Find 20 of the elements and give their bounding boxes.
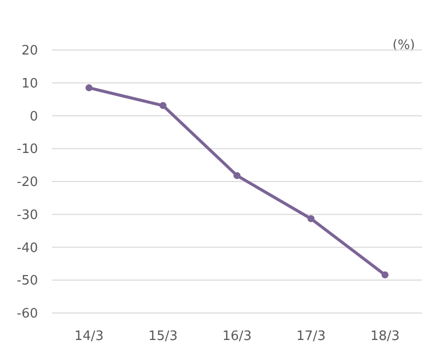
y-tick-label: -50 <box>16 274 38 289</box>
x-tick-label: 15/3 <box>148 329 178 344</box>
x-tick-label: 14/3 <box>74 329 104 344</box>
y-tick-label: -30 <box>16 208 38 223</box>
y-tick-label: 20 <box>21 44 38 59</box>
y-tick-label: -60 <box>16 306 38 322</box>
x-tick-label: 16/3 <box>222 329 252 344</box>
x-tick-label: 17/3 <box>296 329 326 344</box>
point <box>308 215 314 222</box>
y-tick-label: 0 <box>30 109 38 124</box>
y-tick-label: 10 <box>21 76 38 92</box>
y-tick-label: -20 <box>16 175 38 190</box>
y-axis-title: (%) <box>392 38 415 53</box>
y-tick-label: -10 <box>16 142 38 158</box>
point <box>160 102 166 110</box>
point <box>234 172 240 180</box>
point <box>382 271 388 278</box>
point <box>86 84 92 92</box>
x-tick-label: 18/3 <box>370 329 400 344</box>
y-tick-label: -40 <box>16 240 38 256</box>
